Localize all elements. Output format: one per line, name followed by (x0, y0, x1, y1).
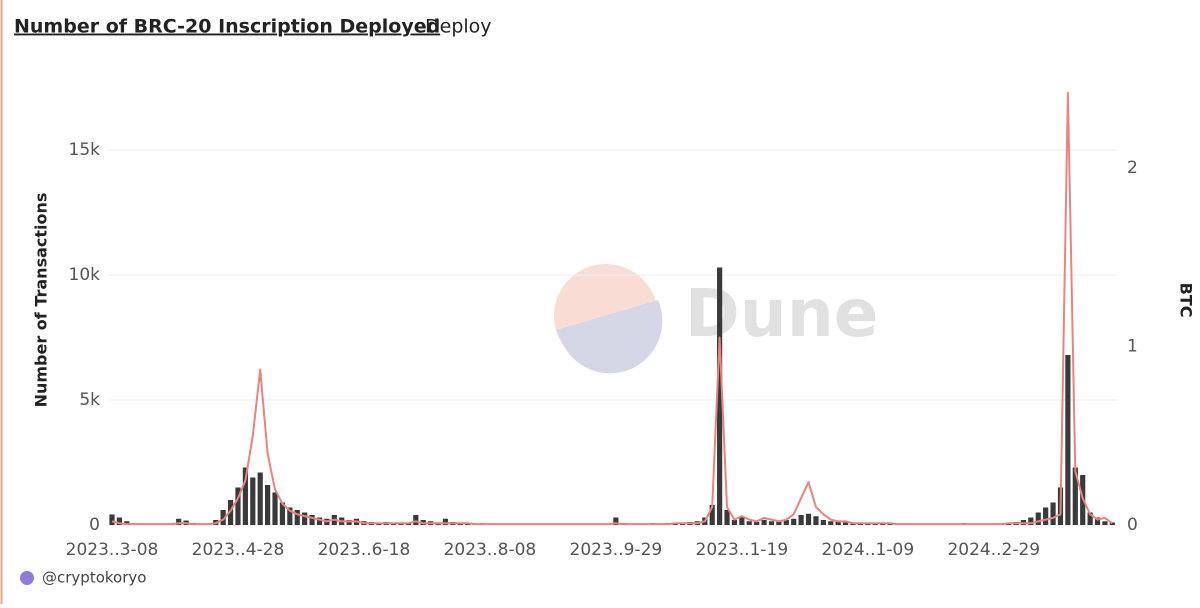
bar (227, 500, 234, 525)
y-tick-label: 10k (69, 265, 101, 285)
bar (754, 522, 760, 525)
y2-tick-label: 1 (1127, 336, 1138, 356)
bar (739, 517, 745, 525)
bar (717, 267, 723, 525)
bar (250, 477, 256, 525)
y-axis-label: Number of Transactions (32, 193, 51, 408)
bar (413, 515, 419, 525)
x-tick-label: 2024..2-29 (947, 540, 1040, 560)
tab: Deploy (425, 16, 492, 38)
y-tick-label: 0 (89, 515, 100, 535)
watermark-text: Dune (685, 275, 879, 352)
bar (880, 524, 886, 525)
bar (116, 517, 123, 525)
bar (798, 515, 804, 525)
bar (302, 512, 308, 525)
bar (828, 521, 834, 525)
bar (265, 485, 271, 525)
x-tick-label: 2024..1-09 (821, 540, 914, 560)
y-tick-label: 5k (79, 390, 100, 410)
x-tick-label: 2023..9-29 (570, 540, 663, 560)
bar (872, 523, 878, 525)
y2-axis-label: BTC (1177, 283, 1196, 318)
watermark-logo (556, 300, 663, 374)
bar (1094, 517, 1101, 525)
bar (109, 514, 115, 525)
x-tick-label: 2023..6-18 (318, 540, 411, 560)
bar (761, 520, 767, 525)
bar (1087, 512, 1093, 525)
bar (176, 518, 182, 525)
bar (1035, 512, 1041, 525)
bar (235, 487, 241, 525)
y2-tick-label: 0 (1127, 515, 1138, 535)
bar (272, 492, 278, 525)
bar (724, 510, 730, 525)
x-tick-label: 2023..1-19 (696, 540, 789, 560)
bar (805, 513, 812, 525)
credit-icon (20, 571, 34, 585)
bar (813, 516, 819, 525)
bar (887, 523, 893, 525)
bar (1028, 517, 1034, 525)
bar (746, 521, 752, 525)
bar (442, 518, 449, 525)
bar (791, 518, 797, 525)
bar (731, 520, 738, 525)
bar (1102, 521, 1108, 525)
bar (309, 515, 315, 525)
bar (768, 521, 775, 525)
bar (776, 520, 782, 525)
bar (279, 502, 286, 525)
chart-title: Number of BRC-20 Inscription Deployed (14, 16, 440, 38)
x-tick-label: 2023..8-08 (444, 540, 537, 560)
bar (294, 510, 300, 525)
x-tick-label: 2023..3-08 (66, 540, 159, 560)
bar (1043, 507, 1049, 525)
watermark-logo (554, 264, 658, 368)
bar (835, 522, 841, 525)
bar (1109, 522, 1115, 525)
bar (842, 522, 849, 525)
bar (1065, 355, 1071, 525)
bar (220, 510, 226, 525)
credit: @cryptokoryo (42, 569, 146, 587)
x-tick-label: 2023..4-28 (192, 540, 285, 560)
bar (613, 517, 619, 525)
bar (709, 505, 715, 525)
line (111, 91, 1113, 526)
y2-tick-label: 2 (1127, 158, 1138, 178)
watermark: Dune (554, 264, 879, 374)
bar (1050, 502, 1056, 525)
bar (287, 507, 293, 525)
bar (257, 472, 263, 525)
bar (820, 520, 826, 525)
bar (1072, 467, 1078, 525)
y-tick-label: 15k (69, 140, 101, 160)
bar (865, 523, 871, 525)
bar (783, 520, 789, 525)
bar (316, 517, 323, 525)
bar (242, 467, 248, 525)
bar (857, 523, 864, 525)
bar (346, 520, 352, 525)
